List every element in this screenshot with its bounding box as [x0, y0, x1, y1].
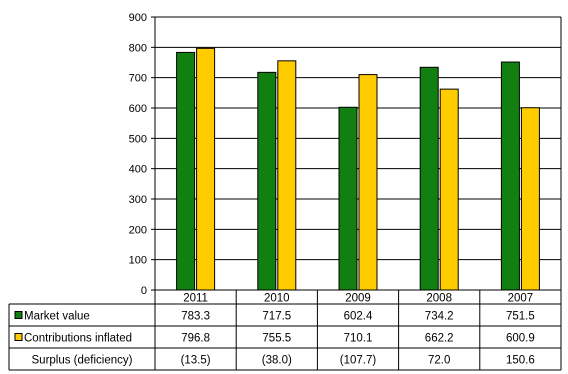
- bar-market-value-2011: [176, 51, 196, 291]
- table-row-label: Market value: [24, 311, 90, 323]
- bar-market-value-2010: [257, 71, 277, 291]
- y-axis: 0 100 200 300 400 500 600 700 800 900: [129, 12, 562, 297]
- x-tick-label: 2011: [183, 293, 208, 305]
- bar-market-value-2007: [500, 61, 520, 291]
- y-tick-label: 200: [129, 224, 147, 236]
- bar-contributions-inflated-2010: [277, 60, 297, 291]
- table-cell-value: 600.9: [506, 333, 535, 345]
- table-cell-value: (38.0): [262, 355, 292, 367]
- bar-contributions-inflated-2007: [520, 107, 540, 291]
- table-cell-value: 751.5: [506, 311, 535, 323]
- table-cell-value: 734.2: [425, 311, 454, 323]
- bar-market-value-2008: [419, 66, 439, 291]
- table-cell-value: (13.5): [181, 355, 211, 367]
- gridlines: [155, 16, 561, 261]
- bar-contributions-inflated-2008: [439, 88, 459, 291]
- bars: [176, 47, 540, 291]
- legend-swatch: [14, 311, 23, 319]
- table-cell-value: 796.8: [181, 333, 210, 345]
- table-cell-value: 662.2: [425, 333, 454, 345]
- y-tick-label: 800: [129, 42, 147, 54]
- table-cell-value: 755.5: [262, 333, 291, 345]
- table-cell-value: 783.3: [181, 311, 210, 323]
- data-table: 2011 2010 2009 2008 2007 Market value 783.3 717…: [8, 289, 562, 371]
- y-tick-label: 300: [129, 194, 147, 206]
- y-tick-label: 0: [141, 285, 147, 297]
- table-row-label: Surplus (deficiency): [32, 355, 133, 367]
- bar-contributions-inflated-2011: [196, 47, 216, 291]
- y-tick-label: 700: [129, 73, 147, 85]
- y-tick-label: 500: [129, 133, 147, 145]
- x-tick-label: 2007: [508, 293, 534, 305]
- bar-contributions-inflated-2009: [358, 74, 378, 291]
- legend-swatch: [14, 333, 23, 341]
- bar-market-value-2009: [338, 106, 358, 291]
- table-cell-value: 602.4: [344, 311, 373, 323]
- y-tick-label: 400: [129, 164, 147, 176]
- table-cell-value: 710.1: [344, 333, 373, 345]
- plot-area: [155, 17, 561, 290]
- x-tick-label: 2008: [426, 293, 452, 305]
- y-tick-label: 600: [129, 103, 147, 115]
- x-tick-label: 2010: [264, 293, 290, 305]
- table-cell-value: (107.7): [340, 355, 377, 367]
- y-tick-label: 100: [129, 255, 147, 267]
- table-cell-value: 717.5: [262, 311, 291, 323]
- table-cell-value: 150.6: [506, 355, 535, 367]
- y-tick-label: 900: [129, 12, 147, 24]
- table-row-label: Contributions inflated: [24, 333, 132, 345]
- x-tick-label: 2009: [345, 293, 371, 305]
- table-cell-value: 72.0: [428, 355, 450, 367]
